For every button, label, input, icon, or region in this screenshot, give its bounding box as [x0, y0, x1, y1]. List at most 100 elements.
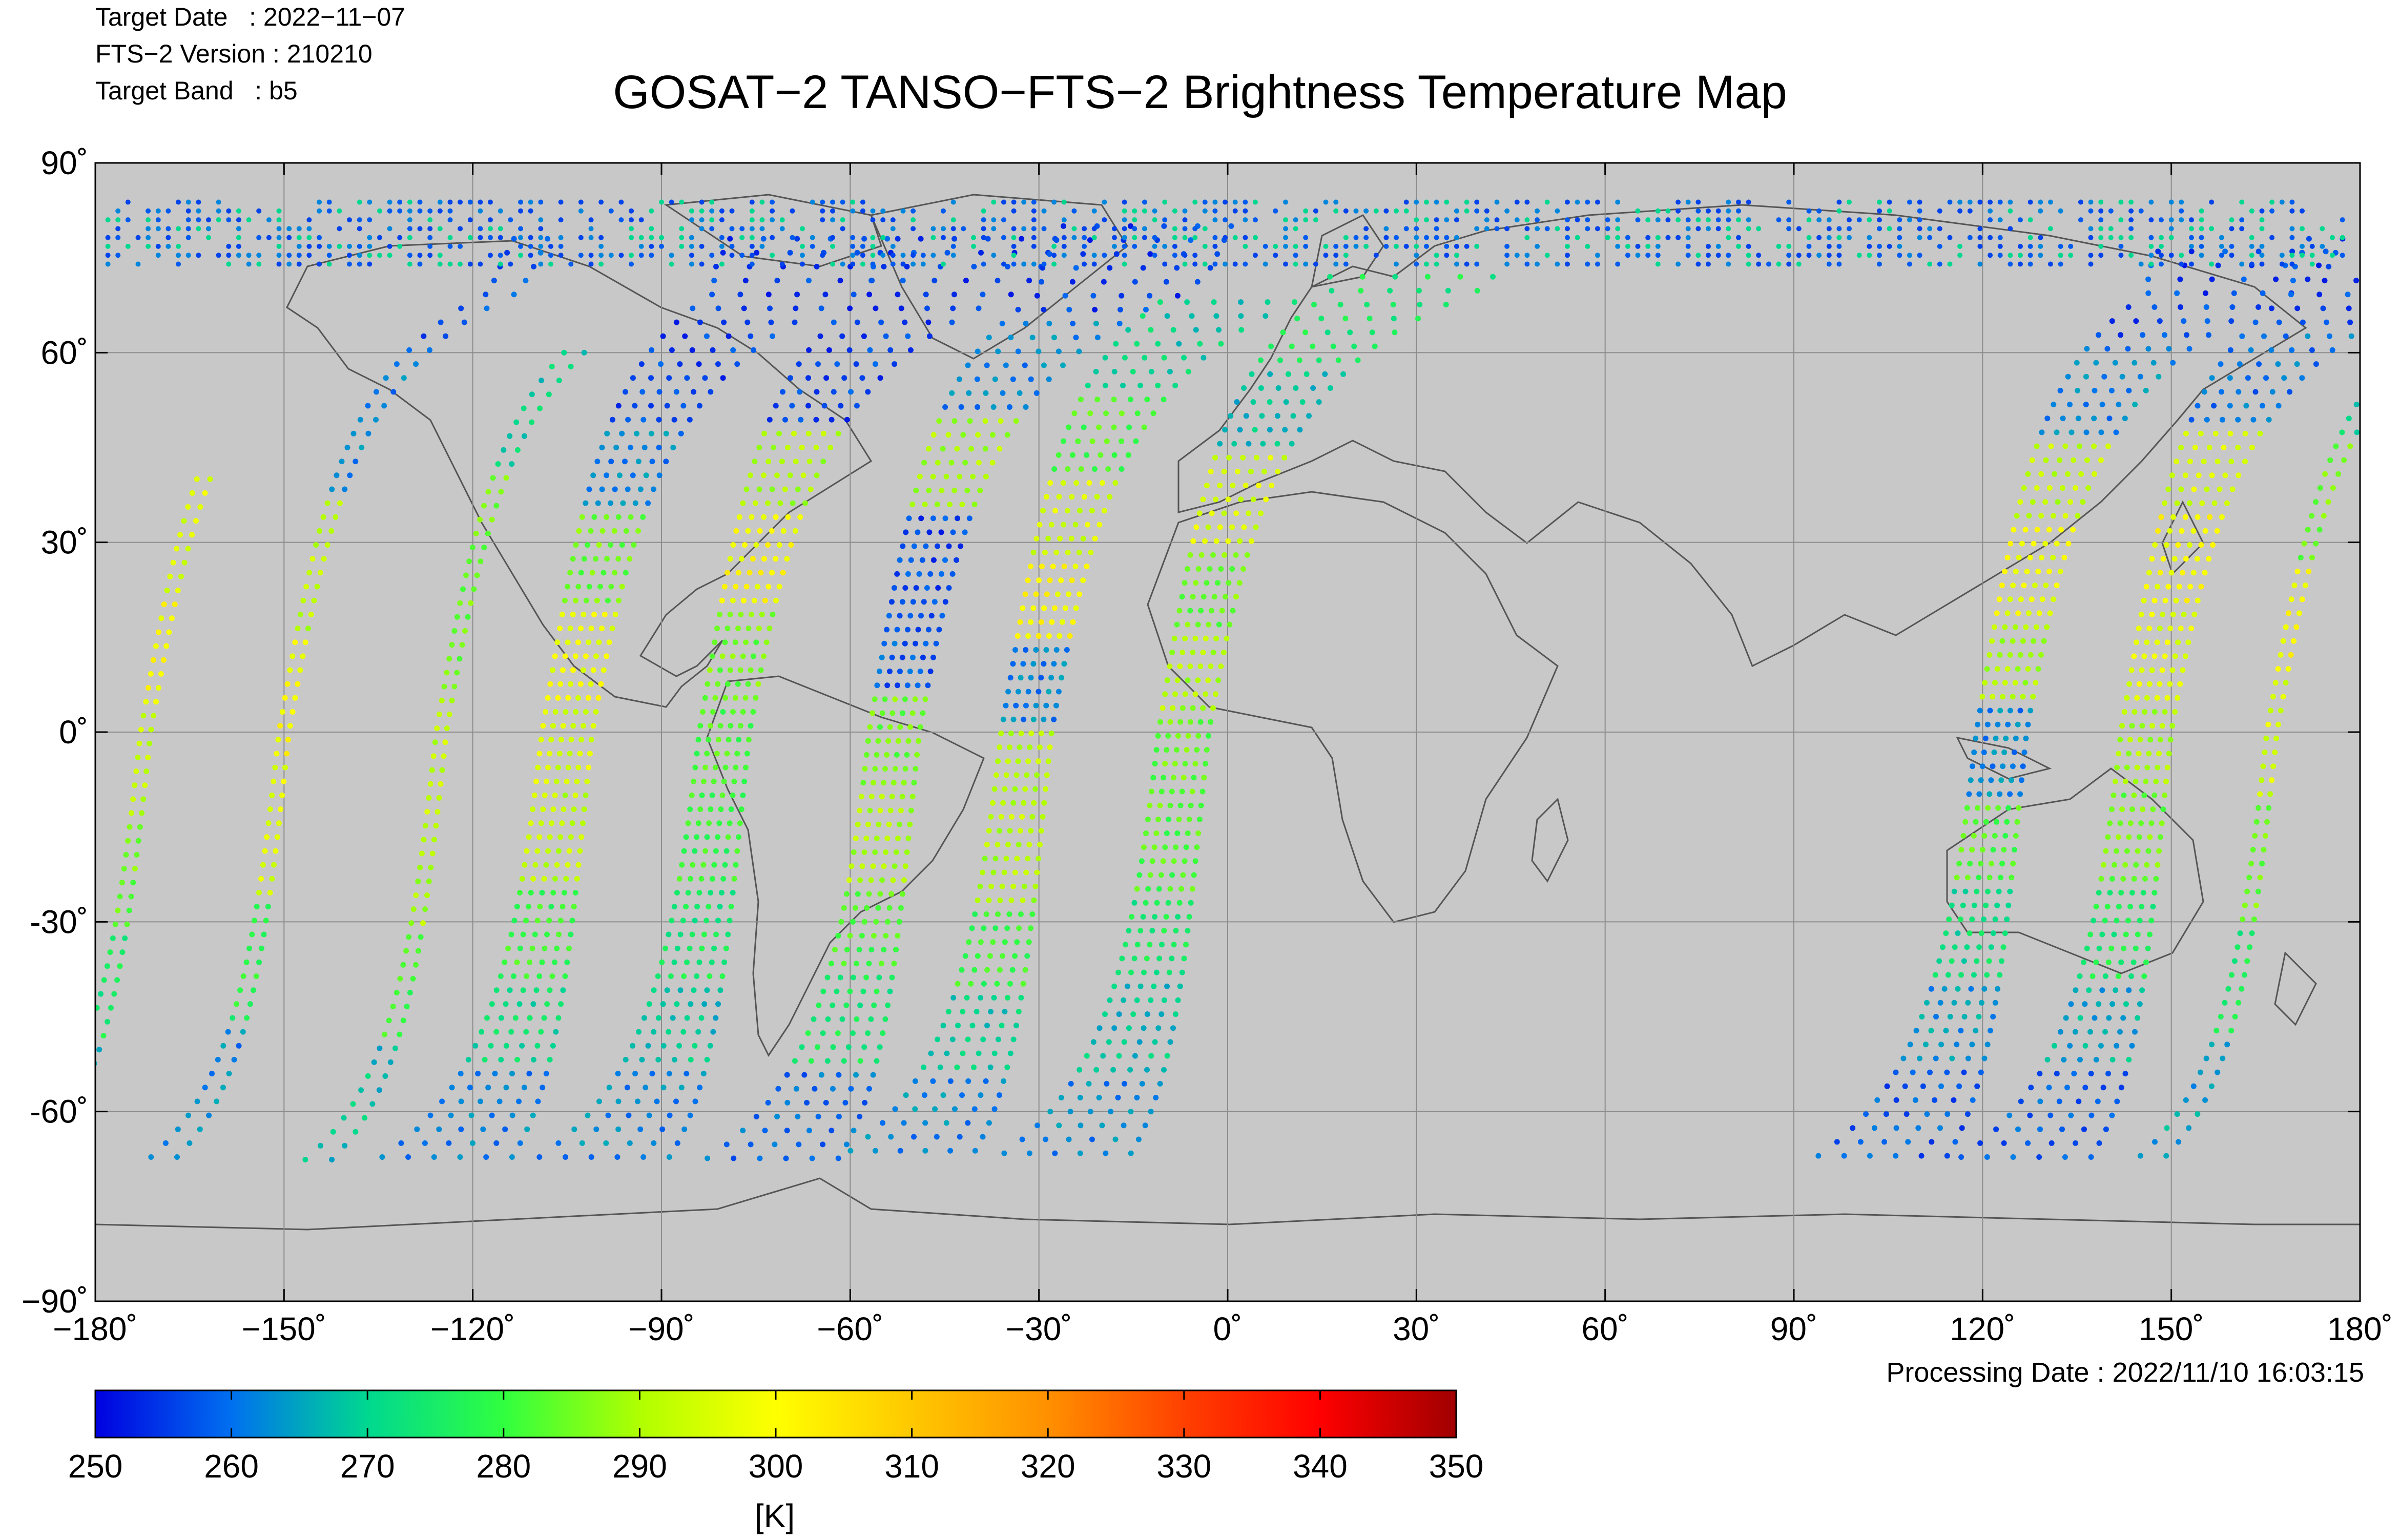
footprint-dot	[417, 208, 423, 214]
footprint-dot	[1826, 261, 1832, 267]
footprint-dot	[860, 988, 866, 994]
footprint-dot	[276, 226, 282, 232]
footprint-dot	[2291, 582, 2298, 589]
footprint-dot	[1283, 243, 1288, 249]
footprint-dot	[2259, 261, 2265, 267]
footprint-dot	[2151, 304, 2158, 310]
footprint-dot	[1043, 702, 1049, 709]
footprint-dot	[2018, 253, 2023, 258]
footprint-dot	[926, 446, 932, 452]
footprint-dot	[950, 243, 956, 249]
footprint-dot	[2159, 243, 2164, 249]
footprint-dot	[725, 626, 731, 632]
footprint-dot	[2250, 847, 2256, 853]
footprint-dot	[2259, 226, 2265, 232]
footprint-dot	[166, 629, 172, 635]
footprint-dot	[1161, 397, 1167, 403]
footprint-dot	[1122, 235, 1127, 240]
footprint-dot	[877, 669, 882, 674]
footprint-dot	[1403, 208, 1409, 214]
footprint-dot	[1015, 633, 1021, 639]
footprint-dot	[899, 891, 905, 897]
footprint-dot	[877, 1044, 883, 1050]
footprint-dot	[236, 208, 241, 214]
footprint-dot	[1635, 253, 1641, 258]
footprint-dot	[1293, 243, 1298, 249]
footprint-dot	[571, 806, 577, 813]
footprint-dot	[696, 403, 702, 409]
footprint-dot	[930, 432, 937, 438]
footprint-dot	[302, 639, 308, 646]
footprint-dot	[98, 991, 104, 997]
footprint-dot	[787, 249, 793, 256]
footprint-dot	[881, 640, 887, 647]
footprint-dot	[1994, 902, 2000, 908]
footprint-dot	[1887, 208, 1892, 214]
colorbar-tick-label: 330	[1156, 1448, 1212, 1485]
footprint-dot	[655, 1015, 661, 1021]
footprint-dot	[100, 1033, 107, 1038]
footprint-dot	[679, 235, 685, 240]
map-title: GOSAT−2 TANSO−FTS−2 Brightness Temperatu…	[613, 66, 1787, 118]
footprint-dot	[478, 208, 483, 214]
footprint-dot	[1163, 914, 1169, 920]
footprint-dot	[2269, 208, 2275, 214]
footprint-dot	[2155, 528, 2161, 534]
footprint-dot	[2199, 217, 2204, 223]
footprint-dot	[1836, 208, 1842, 214]
footprint-dot	[542, 945, 548, 951]
footprint-dot	[907, 347, 914, 353]
footprint-dot	[438, 781, 444, 787]
footprint-dot	[2105, 959, 2112, 965]
footprint-dot	[746, 737, 752, 743]
footprint-dot	[1023, 869, 1029, 876]
footprint-dot	[2279, 253, 2285, 258]
footprint-dot	[932, 1106, 938, 1112]
footprint-dot	[865, 738, 871, 744]
footprint-dot	[1975, 721, 1981, 727]
footprint-dot	[1947, 199, 1953, 205]
footprint-dot	[1992, 916, 1998, 922]
footprint-dot	[2128, 217, 2134, 223]
footprint-dot	[2206, 332, 2211, 338]
footprint-dot	[1333, 208, 1339, 214]
footprint-dot	[1897, 235, 1902, 240]
footprint-dot	[418, 934, 424, 940]
footprint-dot	[146, 243, 151, 249]
footprint-dot	[1116, 1053, 1122, 1059]
footprint-dot	[623, 528, 629, 534]
footprint-dot	[1051, 243, 1057, 249]
footprint-dot	[641, 1015, 647, 1021]
fts-version-label: FTS−2 Version : 210210	[95, 39, 373, 68]
footprint-dot	[850, 243, 856, 249]
footprint-dot	[326, 261, 332, 267]
footprint-dot	[1976, 1014, 1982, 1019]
footprint-dot	[762, 597, 768, 603]
footprint-dot	[656, 472, 663, 478]
footprint-dot	[547, 681, 553, 687]
footprint-dot	[770, 611, 776, 617]
footprint-dot	[482, 1056, 488, 1063]
footprint-dot	[1363, 235, 1369, 240]
footprint-dot	[496, 1098, 503, 1105]
footprint-dot	[922, 1148, 928, 1154]
footprint-dot	[692, 1098, 698, 1105]
footprint-dot	[2133, 318, 2139, 324]
footprint-dot	[1951, 1000, 1957, 1006]
footprint-dot	[1178, 886, 1185, 892]
footprint-dot	[547, 987, 553, 993]
footprint-dot	[498, 253, 503, 258]
footprint-dot	[911, 208, 916, 214]
footprint-dot	[598, 261, 604, 267]
footprint-dot	[1012, 786, 1018, 792]
footprint-dot	[590, 472, 596, 478]
footprint-dot	[901, 1120, 907, 1126]
footprint-dot	[206, 217, 211, 223]
footprint-dot	[742, 278, 749, 284]
colorbar-tick-label: 300	[748, 1448, 803, 1485]
footprint-dot	[2038, 652, 2044, 658]
footprint-dot	[1944, 1069, 1950, 1075]
footprint-dot	[2209, 1042, 2215, 1048]
footprint-dot	[1736, 235, 1741, 240]
footprint-dot	[1474, 287, 1480, 294]
